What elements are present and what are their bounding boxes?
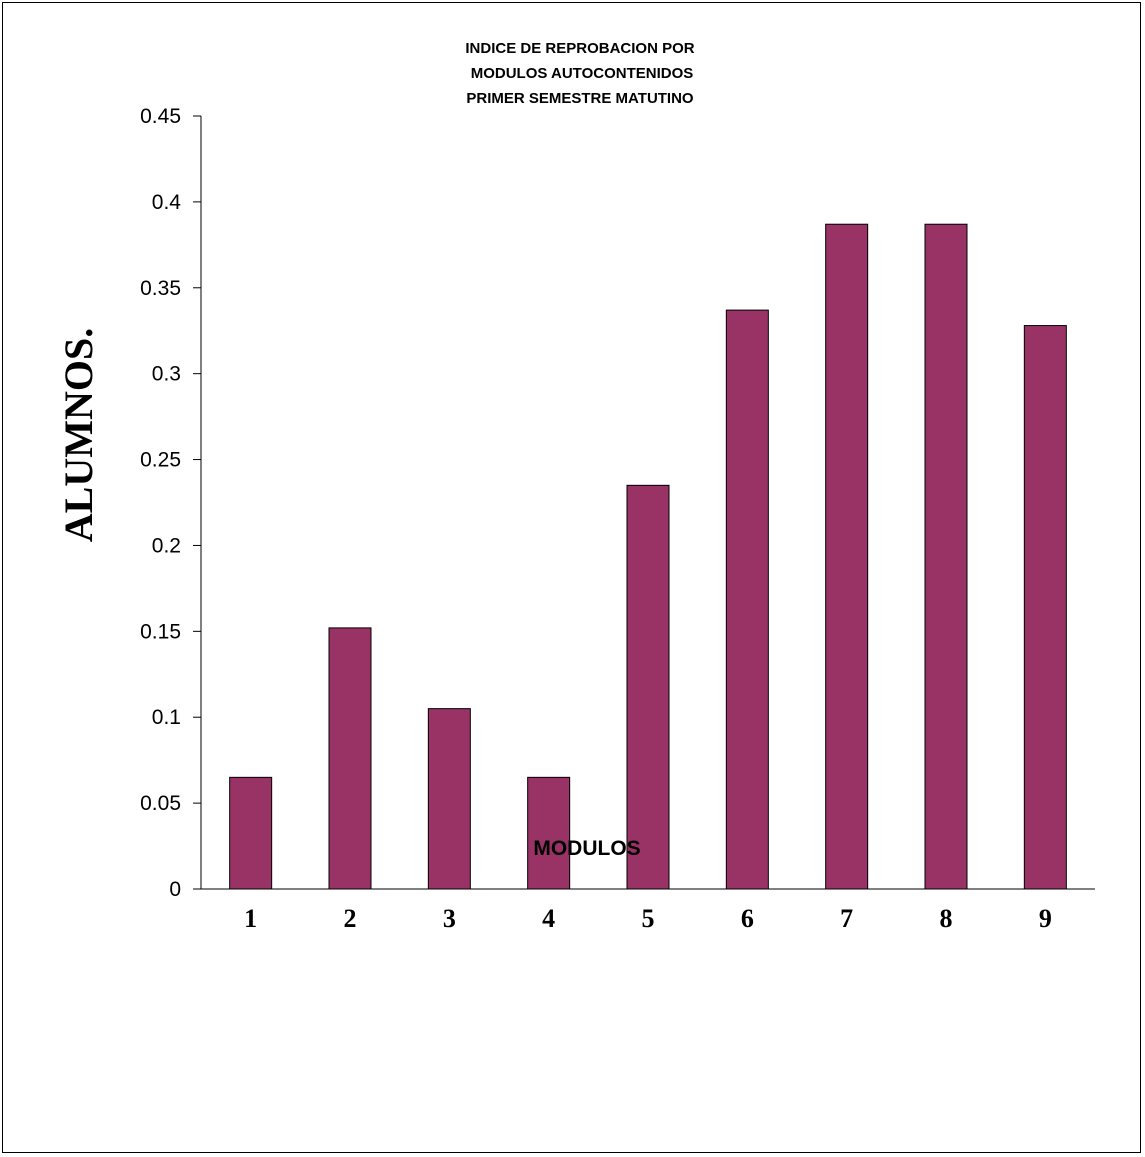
x-tick-label: 4	[542, 904, 555, 933]
bar-2	[328, 627, 372, 890]
y-tick-label: 0.25	[140, 449, 181, 472]
chart-title: INDICE DE REPROBACION POR MODULOS AUTOCO…	[465, 40, 694, 107]
x-tick-label: 3	[443, 904, 456, 933]
x-tick-label: 7	[840, 904, 853, 933]
y-tick-label: 0.45	[140, 105, 181, 128]
y-tick-label: 0.3	[152, 363, 181, 386]
bar-5	[626, 484, 670, 890]
x-tick-label: 6	[741, 904, 754, 933]
chart-title-line-1: INDICE DE REPROBACION POR	[465, 40, 694, 57]
y-tick-label: 0.4	[152, 191, 182, 214]
x-tick-label: 5	[642, 904, 655, 933]
bar-3	[427, 708, 471, 890]
bar-9	[1023, 325, 1067, 890]
y-tick-label: 0.1	[152, 706, 181, 729]
bar-7	[825, 223, 869, 890]
x-tick-label: 1	[244, 904, 257, 933]
chart-title-line-3: PRIMER SEMESTRE MATUTINO	[466, 90, 694, 107]
bars	[229, 223, 1067, 890]
bar-6	[725, 309, 769, 890]
x-tick-label: 9	[1039, 904, 1052, 933]
y-tick-label: 0.05	[140, 792, 181, 815]
bar-1	[229, 776, 273, 890]
x-axis-label: MODULOS	[533, 837, 640, 860]
y-tick-label: 0.15	[140, 620, 181, 643]
chart-title-line-2: MODULOS AUTOCONTENIDOS	[471, 65, 694, 82]
bar-8	[924, 223, 968, 890]
y-tick-label: 0	[169, 878, 181, 901]
x-tick-label: 2	[344, 904, 357, 933]
x-tick-label: 8	[940, 904, 953, 933]
x-axis: 1 2 3 4 5 6 7 8 9	[193, 888, 1095, 933]
y-tick-label: 0.2	[152, 534, 181, 557]
y-axis: 0 0.05 0.1 0.15 0.2 0.25 0.3 0.35 0.4 0.45	[140, 105, 202, 901]
bar-4	[527, 776, 571, 890]
y-tick-label: 0.35	[140, 277, 181, 300]
y-axis-label: ALUMNOS.	[56, 328, 101, 542]
